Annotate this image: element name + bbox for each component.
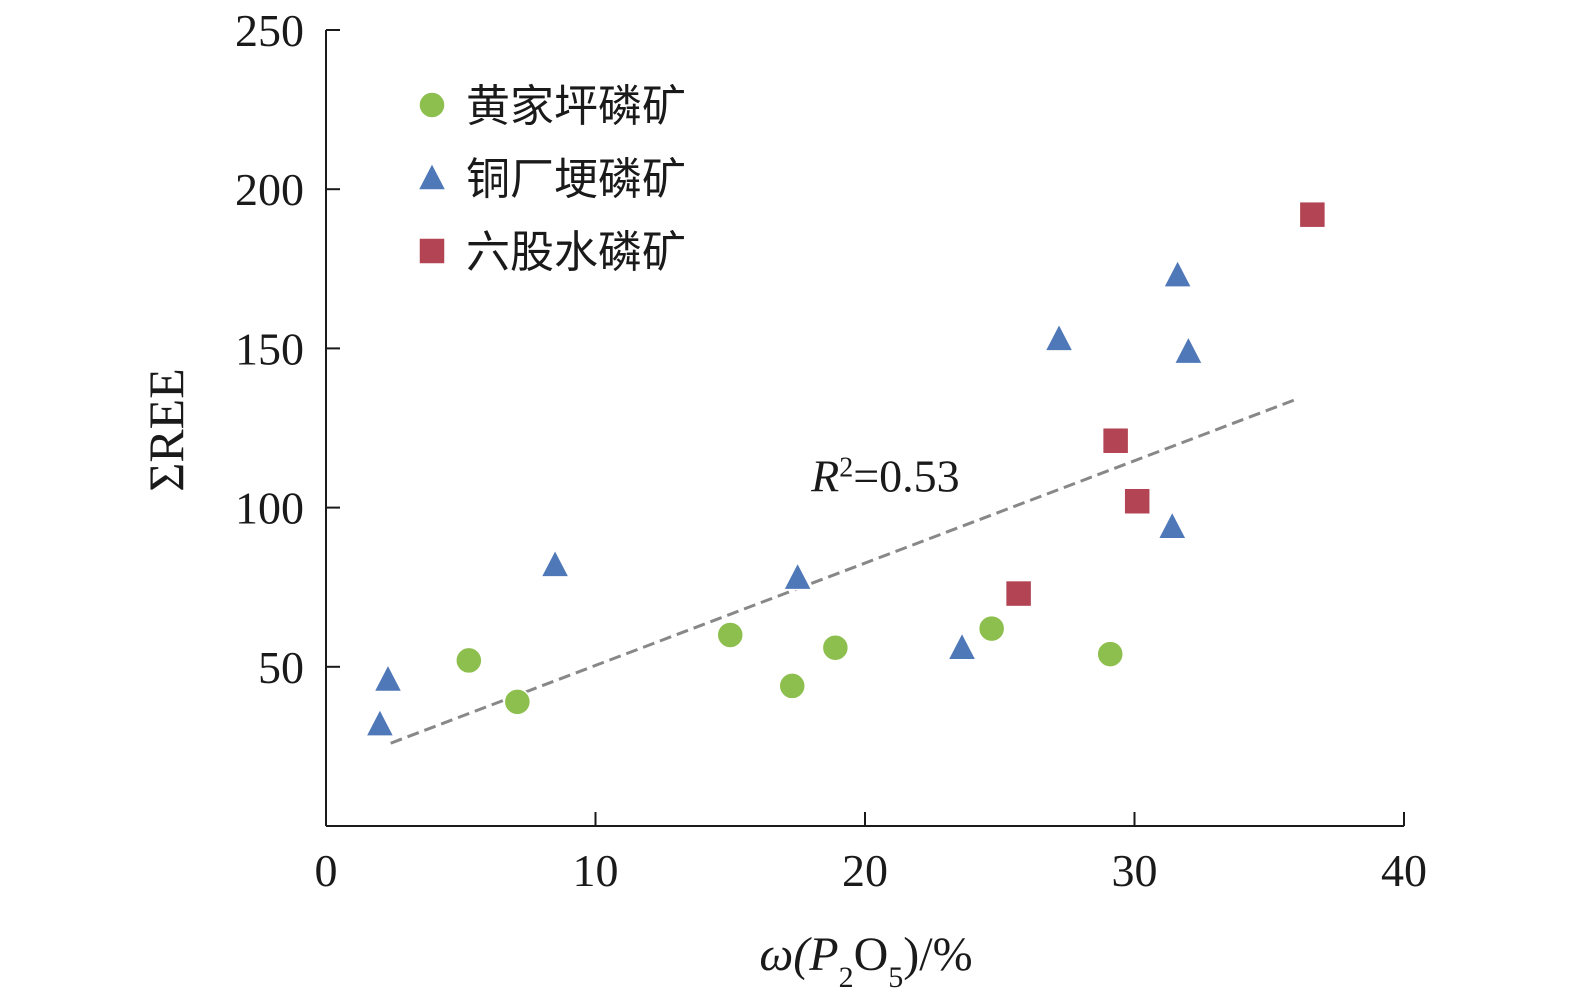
legend-marker-triangle [416, 161, 448, 191]
r-value: =0.53 [853, 451, 959, 502]
circle-point [977, 614, 1006, 643]
legend-label: 铜厂埂磷矿 [466, 154, 686, 205]
triangle-point [539, 548, 571, 578]
square-point [1101, 426, 1130, 455]
circle-point [778, 672, 806, 700]
y-tick-label: 250 [235, 5, 304, 56]
x-ticks: 0 10 20 30 40 [315, 812, 1427, 896]
legend-marker-circle [418, 91, 446, 119]
triangle-point [372, 662, 404, 693]
x-axis-label: ω(P2O5)/% [759, 928, 972, 994]
legend-label: 六股水磷矿 [466, 227, 686, 278]
legend-marker-square [418, 237, 446, 265]
triangle-point [1162, 258, 1193, 288]
y-tick-label: 200 [235, 164, 304, 215]
triangle-point [364, 707, 396, 737]
r-squared-annotation: R2=0.53 [810, 451, 960, 502]
x-tick-label: 10 [573, 845, 619, 896]
triangle-point [1043, 322, 1075, 352]
r-label: R [810, 451, 839, 502]
circle-point [503, 688, 532, 716]
circle-point [1096, 640, 1124, 668]
triangle-point [946, 631, 978, 661]
square-point [1123, 487, 1151, 515]
x-tick-label: 0 [315, 845, 338, 896]
data-points [364, 200, 1327, 737]
square-point [1298, 200, 1327, 229]
y-ticks: 50 100 150 200 250 [235, 5, 340, 693]
square-point [1004, 579, 1033, 608]
legend-label: 黄家坪磷矿 [466, 81, 686, 132]
circle-point [821, 633, 850, 662]
r-superscript: 2 [839, 452, 853, 483]
y-tick-label: 50 [258, 642, 304, 693]
triangle-point [1173, 334, 1204, 365]
y-tick-label: 100 [235, 483, 304, 534]
y-tick-label: 150 [235, 323, 304, 374]
x-tick-label: 40 [1381, 845, 1427, 896]
triangle-point [1156, 510, 1188, 540]
x-tick-label: 20 [842, 845, 888, 896]
x-tick-label: 30 [1112, 845, 1158, 896]
circle-point [716, 621, 744, 649]
y-axis-label: ΣREE [138, 368, 194, 492]
plot-area: 50 100 150 200 250 0 10 20 30 40 R2=0.53 [235, 5, 1427, 896]
circle-point [455, 646, 483, 675]
triangle-point [782, 561, 813, 591]
